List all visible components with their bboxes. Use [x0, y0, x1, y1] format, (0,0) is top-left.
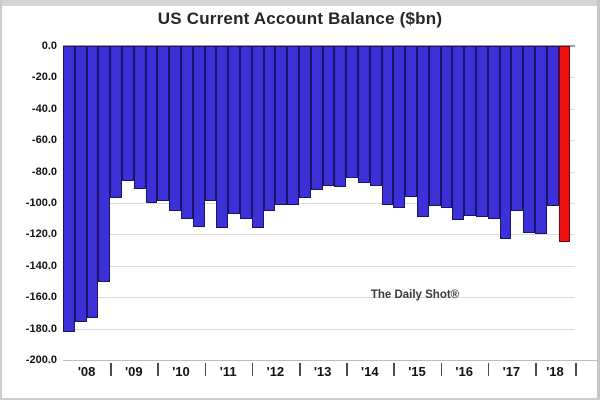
x-axis-line [63, 360, 597, 361]
y-tick-label--20.0: -20.0 [31, 71, 57, 84]
y-tick-label--60.0: -60.0 [31, 134, 57, 147]
bar-2016-q4 [476, 46, 488, 218]
y-axis: 0.0 -20.0 -40.0 -60.0 -80.0 -100.0 -120.0 -140.… [0, 40, 57, 366]
bar-2013-q1 [299, 46, 311, 199]
x-axis-tick [204, 363, 207, 376]
bar-2008-q3 [86, 46, 99, 318]
x-year-label-16: '16 [455, 364, 473, 379]
bar-2011-q4 [240, 46, 252, 219]
bar-2015-q1 [393, 46, 406, 208]
x-year-label-13: '13 [313, 364, 332, 379]
x-axis-tick [575, 363, 577, 376]
bar-2009-q2 [122, 46, 134, 182]
bar-2011-q3 [228, 46, 240, 214]
bar-2013-q3 [322, 46, 335, 186]
bar-2009-q4 [145, 46, 158, 203]
x-axis-tick [251, 363, 254, 376]
bar-2012-q4 [287, 46, 299, 205]
bar-2011-q2 [216, 46, 229, 229]
x-axis: '08 '09 '10 '11 '12 '13 '14 '15 '16 '17 '18 [0, 360, 600, 390]
bar-2009-q1 [110, 46, 122, 199]
y-tick-label--160.0: -160.0 [25, 291, 57, 304]
page-edge-right [597, 0, 600, 400]
x-axis-tick [487, 363, 490, 376]
bar-2016-q1 [440, 46, 453, 208]
page-edge-bottom [0, 398, 600, 400]
x-axis-tick [346, 363, 348, 376]
bar-2018-q3 [558, 46, 571, 243]
bar-2017-q3 [511, 46, 524, 211]
x-axis-tick [393, 363, 395, 376]
chart-title: US Current Account Balance ($bn) [157, 9, 443, 28]
gridline-180 [63, 328, 575, 330]
bar-2014-q3 [369, 46, 382, 186]
y-tick-label--40.0: -40.0 [31, 102, 57, 115]
bar-2015-q4 [428, 46, 441, 207]
page-edge-top [0, 0, 600, 6]
bar-2014-q2 [358, 46, 370, 183]
bar-2017-q2 [499, 46, 512, 240]
y-tick-label--100.0: -100.0 [25, 197, 57, 209]
x-year-label-12: '12 [266, 364, 285, 379]
gridline-140 [63, 265, 575, 267]
source-watermark: The Daily Shot® [370, 289, 460, 301]
y-tick-label--80.0: -80.0 [31, 165, 57, 178]
gridline-120 [63, 234, 575, 236]
x-year-label-11: '11 [219, 364, 237, 379]
bar-2012-q1 [251, 46, 264, 229]
gridline-100 [63, 203, 575, 204]
bar-2013-q4 [334, 46, 347, 188]
bar-2014-q1 [346, 46, 358, 178]
bar-2012-q2 [263, 46, 276, 211]
bar-2014-q4 [381, 46, 394, 205]
bar-2016-q3 [464, 46, 476, 216]
x-year-label-18: '18 [546, 364, 564, 379]
x-year-label-14: '14 [361, 364, 379, 379]
x-axis-tick [110, 363, 112, 376]
plot-area [63, 45, 575, 360]
bar-2010-q1 [157, 46, 170, 202]
bar-2013-q2 [310, 46, 323, 191]
x-year-label-17: '17 [502, 364, 521, 379]
x-year-label-10: '10 [172, 364, 190, 379]
x-year-label-15: '15 [408, 364, 426, 379]
bar-2008-q2 [74, 46, 87, 323]
y-tick-label-0.0: 0.0 [41, 40, 57, 52]
page-edge-left [0, 0, 2, 400]
y-tick-label--200.0: -200.0 [25, 354, 57, 366]
y-tick-label--120.0: -120.0 [25, 228, 57, 241]
x-axis-tick [157, 363, 159, 376]
x-axis-tick [299, 363, 301, 376]
x-axis-tick [535, 363, 537, 376]
x-year-label-08: '08 [77, 364, 96, 379]
bar-2016-q2 [452, 46, 465, 221]
bar-2018-q1 [535, 46, 547, 235]
bar-2008-q1 [63, 46, 75, 332]
y-tick-label--140.0: -140.0 [25, 259, 57, 272]
bar-2015-q3 [417, 46, 429, 218]
bar-2010-q2 [169, 46, 181, 211]
bar-2012-q3 [275, 46, 288, 205]
bar-2008-q4 [98, 46, 111, 282]
y-tick-label--180.0: -180.0 [25, 322, 57, 335]
bar-2011-q1 [204, 46, 217, 202]
bar-2017-q4 [523, 46, 535, 233]
bar-2009-q3 [133, 46, 146, 189]
bar-2018-q2 [546, 46, 559, 207]
x-axis-tick [440, 363, 443, 376]
x-year-label-09: '09 [125, 364, 143, 379]
bar-2010-q3 [181, 46, 193, 219]
gridline-160 [63, 297, 575, 299]
bar-2015-q2 [405, 46, 417, 197]
bar-2010-q4 [192, 46, 205, 227]
bar-2017-q1 [487, 46, 500, 219]
